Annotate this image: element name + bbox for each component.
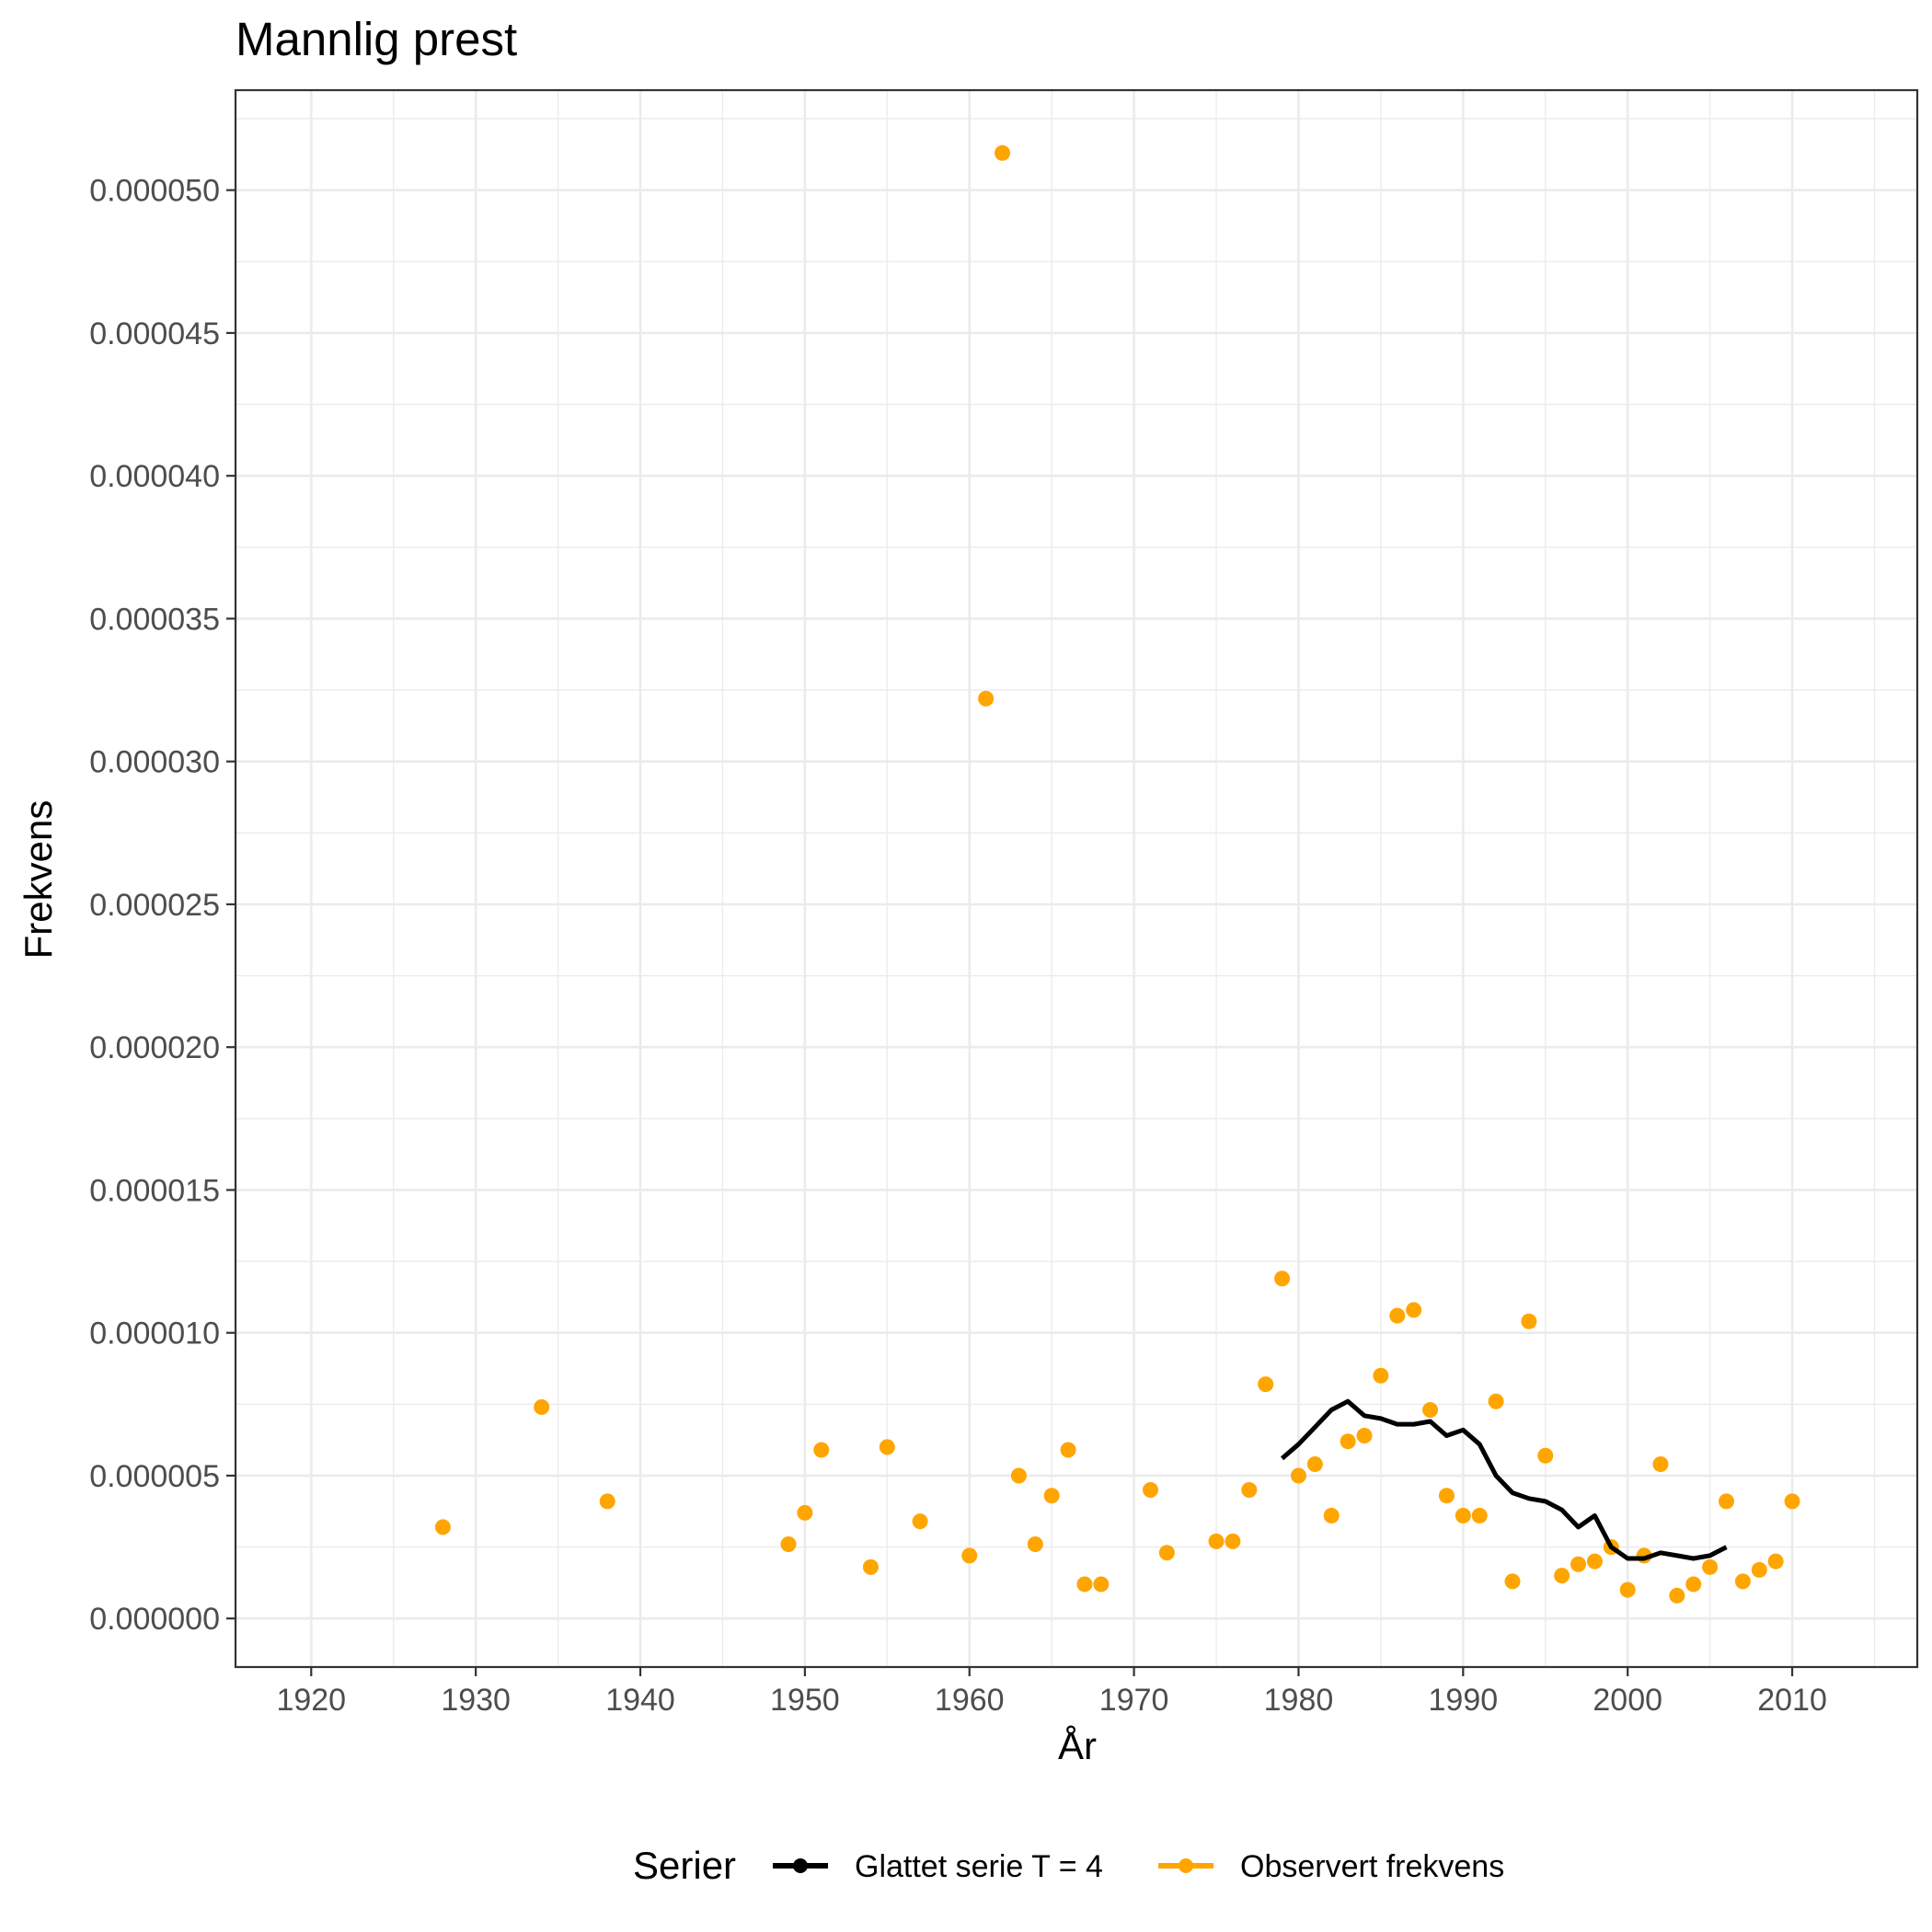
observed-point <box>1142 1481 1158 1498</box>
observed-point <box>1406 1302 1422 1318</box>
observed-point <box>1767 1553 1784 1570</box>
observed-point <box>1306 1456 1323 1473</box>
observed-point <box>995 144 1011 161</box>
observed-point <box>1488 1393 1504 1409</box>
observed-point <box>1340 1433 1356 1450</box>
x-axis: 1920 1930 1940 1950 1960 1970 1980 1990 2000 2010 <box>276 1667 1827 1718</box>
observed-point <box>879 1439 895 1455</box>
observed-point <box>1504 1573 1521 1590</box>
observed-point <box>1389 1307 1406 1324</box>
panel-border <box>234 88 1919 1669</box>
observed-point <box>534 1398 550 1415</box>
y-tick-label: 0.000020 <box>89 1030 220 1065</box>
x-axis-label: År <box>1058 1724 1097 1767</box>
observed-point <box>813 1442 830 1458</box>
y-tick-label: 0.000000 <box>89 1602 220 1637</box>
chart-title: Mannlig prest <box>236 13 517 65</box>
observed-point <box>912 1513 928 1530</box>
legend-title: Serier <box>633 1844 736 1887</box>
y-tick-label: 0.000010 <box>89 1317 220 1351</box>
observed-point <box>1702 1558 1719 1575</box>
legend-key-observed-point <box>1179 1858 1193 1873</box>
observed-point <box>978 690 995 707</box>
observed-point <box>1274 1271 1291 1287</box>
observed-point <box>797 1504 813 1521</box>
observed-point <box>1570 1556 1587 1572</box>
x-tick-label: 1980 <box>1264 1683 1334 1718</box>
x-tick-label: 1940 <box>605 1683 675 1718</box>
observed-point <box>1027 1535 1043 1552</box>
observed-point <box>1537 1447 1554 1464</box>
y-tick-label: 0.000050 <box>89 174 220 209</box>
observed-point <box>1208 1533 1225 1549</box>
observed-point <box>1471 1507 1488 1524</box>
observed-point <box>1619 1581 1636 1598</box>
x-tick-label: 2000 <box>1593 1683 1662 1718</box>
x-tick-label: 2010 <box>1757 1683 1827 1718</box>
observed-point <box>780 1535 797 1552</box>
observed-point <box>1373 1367 1389 1384</box>
y-tick-label: 0.000035 <box>89 602 220 637</box>
x-tick-label: 1920 <box>276 1683 346 1718</box>
observed-point <box>1751 1561 1767 1578</box>
observed-point <box>1010 1467 1027 1484</box>
x-tick-label: 1990 <box>1429 1683 1499 1718</box>
observed-point <box>1669 1587 1685 1604</box>
observed-point <box>1258 1376 1274 1393</box>
observed-point <box>1734 1573 1751 1590</box>
y-tick-label: 0.000015 <box>89 1173 220 1208</box>
observed-point <box>1076 1576 1093 1593</box>
smoothed-series-line <box>1280 1398 1728 1561</box>
observed-point <box>599 1493 615 1510</box>
y-tick-label: 0.000045 <box>89 316 220 351</box>
legend-key-smoothed-point <box>793 1858 808 1873</box>
y-axis: 0.000000 0.000005 0.000010 0.000015 0.000020… <box>89 174 236 1637</box>
observed-point <box>1060 1442 1076 1458</box>
x-tick-label: 1950 <box>770 1683 840 1718</box>
legend-label-smoothed: Glattet serie T = 4 <box>855 1849 1103 1884</box>
observed-point <box>1093 1576 1110 1593</box>
observed-point <box>1225 1533 1241 1549</box>
legend-label-observed: Observert frekvens <box>1240 1849 1504 1884</box>
observed-point <box>1685 1576 1702 1593</box>
observed-point <box>1554 1568 1570 1584</box>
observed-point <box>434 1519 451 1535</box>
legend: Serier Glattet serie T = 4 Observert fre… <box>633 1844 1504 1887</box>
observed-point <box>1586 1553 1603 1570</box>
observed-point <box>1652 1456 1669 1473</box>
y-tick-label: 0.000030 <box>89 745 220 780</box>
y-tick-label: 0.000005 <box>89 1459 220 1494</box>
observed-point <box>1784 1493 1800 1510</box>
observed-point <box>862 1558 879 1575</box>
observed-point <box>1241 1481 1258 1498</box>
observed-point <box>1356 1427 1373 1443</box>
y-tick-label: 0.000025 <box>89 888 220 923</box>
observed-point <box>1521 1313 1537 1329</box>
observed-point <box>1455 1507 1471 1524</box>
observed-point <box>1290 1467 1306 1484</box>
y-tick-label: 0.000040 <box>89 459 220 494</box>
observed-point <box>1043 1488 1060 1504</box>
y-axis-label: Frekvens <box>17 800 60 960</box>
x-tick-label: 1930 <box>441 1683 511 1718</box>
observed-point <box>1438 1488 1455 1504</box>
observed-point <box>961 1547 978 1564</box>
observed-point <box>1323 1507 1340 1524</box>
plot-panel <box>234 88 1919 1669</box>
x-tick-label: 1960 <box>935 1683 1005 1718</box>
observed-point <box>1158 1545 1175 1561</box>
observed-point <box>1422 1402 1439 1419</box>
panel-background <box>236 90 1917 1667</box>
x-tick-label: 1970 <box>1099 1683 1169 1718</box>
observed-point <box>1719 1493 1735 1510</box>
